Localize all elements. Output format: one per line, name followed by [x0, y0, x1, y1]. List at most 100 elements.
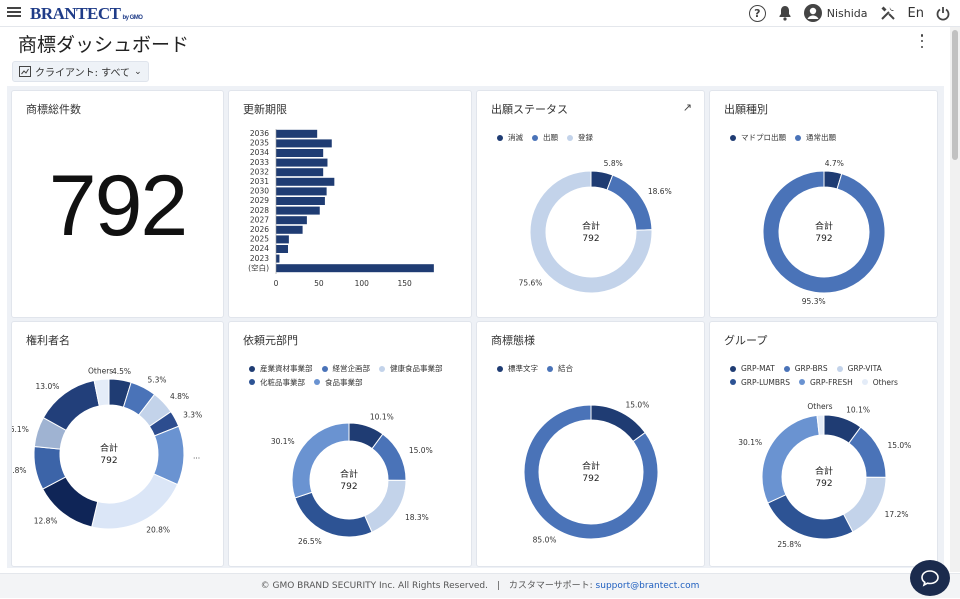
donut-slice[interactable]	[364, 479, 407, 533]
legend-item[interactable]: 食品事業部	[314, 376, 363, 389]
footer: © GMO BRAND SECURITY Inc. All Rights Res…	[0, 573, 960, 598]
bar[interactable]	[276, 254, 280, 263]
bar[interactable]	[276, 235, 289, 244]
bar[interactable]	[276, 225, 303, 234]
legend-label: GRP-VITA	[847, 364, 882, 373]
legend-item[interactable]: 消滅	[497, 131, 523, 144]
more-options-icon[interactable]	[919, 34, 925, 48]
bar[interactable]	[276, 187, 327, 196]
card-type: 出願種別 マドプロ出願 通常出願 4.7% 95.3% 合計 792	[709, 90, 938, 318]
donut-slice[interactable]	[606, 174, 653, 231]
brand-logo[interactable]: BRANTECT by GMO	[30, 4, 143, 23]
bar[interactable]	[276, 149, 324, 157]
donut-slice[interactable]	[761, 414, 820, 504]
legend-label: Others	[872, 377, 898, 387]
bar[interactable]	[276, 197, 325, 205]
legend-item[interactable]: Others	[861, 376, 898, 389]
user-name: Nishida	[826, 6, 868, 20]
bar[interactable]	[276, 216, 307, 225]
slice-percent-label: 17.2%	[885, 510, 909, 519]
donut-slice[interactable]	[767, 493, 854, 540]
hamburger-menu-icon[interactable]	[7, 5, 21, 19]
legend-item[interactable]: 経営企画部	[321, 362, 371, 375]
user-menu[interactable]: Nishida	[803, 4, 868, 22]
donut-slice[interactable]	[590, 404, 646, 443]
donut-center-total: 792	[582, 234, 599, 244]
expand-arrow-icon[interactable]: ↗	[682, 101, 692, 114]
legend-item[interactable]: 結合	[547, 362, 573, 375]
card-title: 商標態様	[491, 334, 535, 347]
bar[interactable]	[276, 158, 328, 167]
bar[interactable]	[276, 177, 335, 186]
legend-item[interactable]: GRP-MAT	[730, 362, 775, 375]
slice-percent-label: 85.0%	[533, 536, 557, 545]
legend-label: 経営企画部	[332, 364, 371, 373]
legend-label: 標準文字	[508, 364, 538, 373]
donut-center-total: 792	[815, 479, 832, 489]
bar[interactable]	[276, 264, 434, 273]
donut-slice[interactable]	[294, 491, 373, 538]
legend-item[interactable]: 標準文字	[497, 362, 538, 375]
legend-item[interactable]: GRP-VITA	[836, 362, 882, 375]
donut-center-total: 792	[815, 234, 832, 244]
bar-category-label: 2027	[250, 215, 269, 224]
legend-label: GRP-FRESH	[809, 377, 853, 387]
legend-item[interactable]: GRP-FRESH	[798, 376, 853, 389]
slice-percent-label: 4.8%	[170, 392, 189, 401]
support-email-link[interactable]: support@brantect.com	[595, 581, 700, 591]
help-icon[interactable]: ?	[748, 4, 766, 22]
bar[interactable]	[276, 206, 320, 215]
donut-slice[interactable]	[291, 422, 350, 499]
legend-item[interactable]: 化粧品事業部	[249, 376, 305, 389]
language-toggle[interactable]: En	[907, 5, 924, 21]
donut-slice[interactable]	[816, 414, 825, 436]
card-title: 出願ステータス	[491, 103, 568, 116]
chat-button[interactable]	[910, 560, 950, 596]
legend-item[interactable]: 出願	[532, 131, 558, 144]
donut-slice[interactable]	[842, 476, 887, 533]
scrollbar-track[interactable]	[950, 27, 960, 572]
slice-percent-label: 18.6%	[648, 187, 672, 196]
legend-label: GRP-MAT	[741, 364, 775, 373]
legend-item[interactable]: 登録	[567, 131, 593, 144]
copyright-text: © GMO BRAND SECURITY Inc. All Rights Res…	[260, 581, 489, 591]
bar[interactable]	[276, 139, 332, 148]
slice-percent-label: ...	[193, 452, 200, 461]
legend-swatch	[249, 365, 255, 372]
legend-item[interactable]: 産業資材事業部	[249, 362, 313, 375]
slice-percent-label: 15.0%	[887, 441, 911, 450]
card-holder: 権利者名 4.5% 5.3% 4.8% 3.3%... 20.8% 12.8% 8.8% 6.…	[11, 321, 224, 567]
legend-item[interactable]: マドプロ出願	[730, 131, 786, 144]
card-title: 出願種別	[724, 103, 768, 116]
bar[interactable]	[276, 245, 289, 253]
legend-swatch	[497, 365, 503, 372]
donut-slice[interactable]	[93, 378, 110, 407]
type-donut-chart: 4.7% 95.3% 合計 792	[762, 159, 886, 306]
bell-icon[interactable]	[778, 5, 792, 21]
renewal-bar-chart: 2036203520342033203220312030202920282027…	[248, 129, 434, 288]
legend-item[interactable]: 健康食品事業部	[379, 362, 443, 375]
bar[interactable]	[276, 129, 318, 138]
donut-slice[interactable]	[91, 473, 179, 530]
scrollbar-thumb[interactable]	[952, 30, 958, 160]
bar-category-label: 2025	[250, 235, 269, 244]
tools-icon[interactable]	[880, 5, 896, 21]
form-legend: 標準文字 結合	[497, 362, 582, 376]
donut-slice[interactable]	[529, 170, 653, 294]
donut-slice[interactable]	[523, 404, 659, 540]
slice-percent-label: 20.8%	[146, 525, 170, 534]
bar-category-label: 2032	[250, 167, 269, 176]
donut-slice[interactable]	[371, 433, 407, 481]
client-filter[interactable]: クライアント: すべて ⌄	[12, 61, 149, 82]
bar[interactable]	[276, 168, 324, 177]
donut-slice[interactable]	[762, 170, 886, 294]
legend-item[interactable]: GRP-LUMBRS	[730, 376, 790, 389]
legend-item[interactable]: GRP-BRS	[783, 362, 828, 375]
x-tick-label: 150	[398, 279, 413, 288]
legend-swatch	[321, 365, 328, 372]
chevron-down-icon: ⌄	[134, 66, 142, 77]
legend-item[interactable]: 通常出願	[795, 131, 836, 144]
legend-swatch	[314, 379, 320, 385]
legend-label: 結合	[558, 364, 573, 373]
power-icon[interactable]	[936, 6, 950, 21]
